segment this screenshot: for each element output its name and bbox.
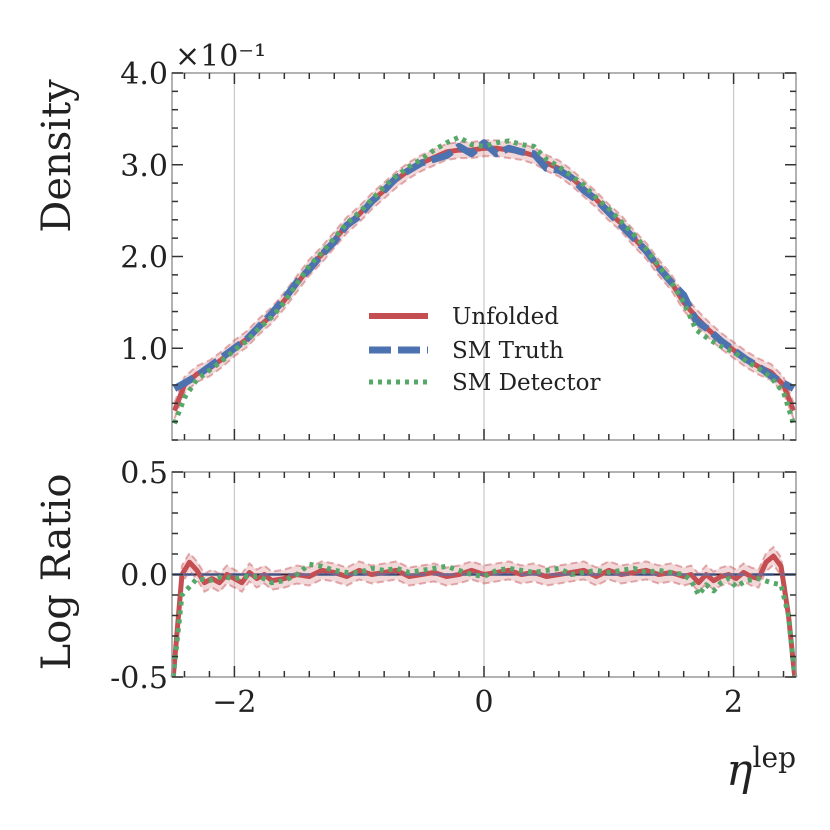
ratio-y-tick-label: 0.5 xyxy=(120,456,168,491)
main-y-tick-label: 2.0 xyxy=(120,241,168,276)
legend: Unfolded SM Truth SM Detector xyxy=(369,304,601,396)
ratio-y-tick-labels: -0.5 0.0 0.5 xyxy=(110,456,168,696)
legend-label-sm-truth: SM Truth xyxy=(452,338,564,364)
main-y-tick-label: 4.0 xyxy=(120,57,168,92)
ratio-series-sm-detector xyxy=(170,561,798,678)
x-axis-title-superscript: lep xyxy=(753,741,796,774)
ratio-series xyxy=(170,553,798,678)
main-y-tick-label: 1.0 xyxy=(120,332,168,367)
ratio-band-lower-unfolded xyxy=(172,563,796,678)
ratio-y-tick-label: -0.5 xyxy=(110,661,168,696)
main-y-axis-title: Density xyxy=(34,79,80,233)
x-tick-label: −2 xyxy=(212,685,256,720)
ratio-band-upper-unfolded xyxy=(172,545,796,669)
ratio-y-axis-title: Log Ratio xyxy=(34,474,80,671)
main-series xyxy=(172,134,796,425)
x-axis-title-symbol: η xyxy=(726,745,752,796)
main-ticks xyxy=(172,72,796,441)
main-y-tick-label: 3.0 xyxy=(120,149,168,184)
ratio-ticks xyxy=(172,471,796,678)
x-tick-label: 0 xyxy=(474,685,493,720)
main-panel: 1.0 2.0 3.0 4.0 ×10⁻¹ Density Unfolded SM T… xyxy=(34,39,797,441)
legend-label-unfolded: Unfolded xyxy=(452,304,559,330)
main-series-sm-detector xyxy=(172,134,796,425)
y-scale-offset-label: ×10⁻¹ xyxy=(175,39,266,74)
x-tick-label: 2 xyxy=(724,685,743,720)
ratio-band xyxy=(172,545,796,678)
x-axis-title: ηlep xyxy=(726,741,796,796)
main-y-tick-labels: 1.0 2.0 3.0 4.0 xyxy=(120,57,168,367)
ratio-panel: -0.5 0.0 0.5 −2 0 2 Log Ratio ηlep xyxy=(34,456,798,796)
main-grid xyxy=(233,73,735,440)
ratio-band-unfolded xyxy=(173,547,795,677)
x-tick-labels: −2 0 2 xyxy=(212,685,743,720)
ratio-y-tick-label: 0.0 xyxy=(120,559,168,594)
legend-label-sm-detector: SM Detector xyxy=(452,370,601,396)
